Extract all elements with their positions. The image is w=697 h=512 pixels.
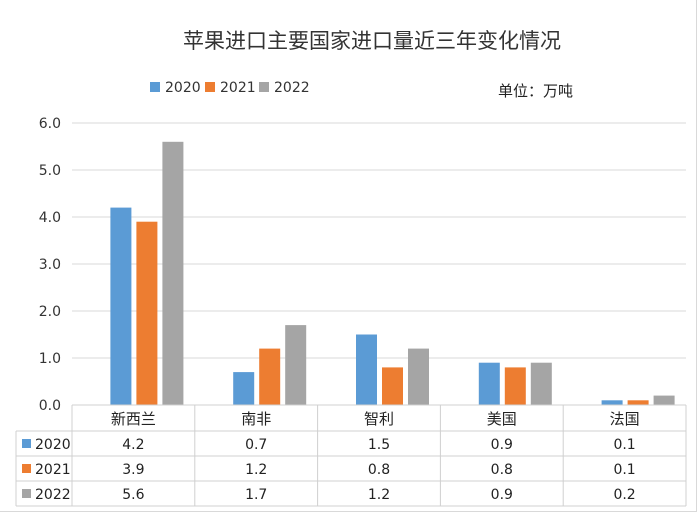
category-label: 智利 bbox=[364, 410, 394, 428]
y-tick-label: 6.0 bbox=[39, 116, 61, 132]
table-cell: 0.1 bbox=[613, 462, 635, 478]
table-cell: 1.2 bbox=[368, 487, 390, 503]
category-label: 新西兰 bbox=[111, 410, 156, 428]
y-tick-label: 3.0 bbox=[39, 257, 61, 273]
category-label: 法国 bbox=[610, 410, 640, 428]
table-cell: 0.8 bbox=[491, 462, 513, 478]
y-axis: 0.0 1.0 2.0 3.0 4.0 5.0 6.0 bbox=[39, 116, 61, 414]
row-swatch-2020 bbox=[22, 439, 31, 448]
row-label-2020: 2020 bbox=[35, 437, 71, 453]
bar-2020-2 bbox=[356, 334, 377, 405]
bar-2020-3 bbox=[478, 362, 500, 405]
y-tick-label: 5.0 bbox=[39, 163, 61, 179]
legend-swatch-2020 bbox=[150, 82, 160, 92]
bar-2022-0 bbox=[162, 141, 184, 406]
bar-2022-3 bbox=[530, 362, 552, 405]
bar-2020-4 bbox=[601, 400, 623, 405]
bar-2022-4 bbox=[653, 395, 675, 405]
bar-2021-4 bbox=[627, 400, 649, 405]
y-tick-label: 2.0 bbox=[39, 304, 61, 320]
category-label: 南非 bbox=[241, 410, 271, 428]
bar-2022-1 bbox=[285, 325, 307, 405]
bar-2020-0 bbox=[110, 207, 132, 405]
bars bbox=[110, 141, 675, 406]
legend-swatch-2021 bbox=[205, 82, 215, 92]
table-cell: 1.2 bbox=[245, 462, 267, 478]
legend: 2020 2021 2022 bbox=[150, 80, 310, 96]
table-cell: 0.2 bbox=[613, 487, 635, 503]
table-cell: 0.7 bbox=[245, 437, 267, 453]
bar-2021-2 bbox=[382, 367, 403, 405]
data-table: 新西兰 南非 智利 美国 法国 2020 4.2 0.7 1.5 0.9 0.1 2021 3.9 1.2… bbox=[15, 404, 687, 507]
y-tick-label: 1.0 bbox=[39, 351, 61, 367]
table-cell: 4.2 bbox=[122, 437, 144, 453]
y-tick-label: 0.0 bbox=[39, 398, 61, 414]
row-swatch-2022 bbox=[22, 489, 31, 498]
table-cell: 5.6 bbox=[122, 487, 144, 503]
table-cell: 0.9 bbox=[491, 437, 513, 453]
y-tick-label: 4.0 bbox=[39, 210, 61, 226]
legend-label-2020: 2020 bbox=[165, 80, 201, 96]
row-label-2022: 2022 bbox=[35, 487, 71, 503]
table-cell: 1.5 bbox=[368, 437, 390, 453]
legend-label-2022: 2022 bbox=[274, 80, 310, 96]
category-label: 美国 bbox=[487, 410, 517, 428]
legend-swatch-2022 bbox=[259, 82, 269, 92]
chart-title: 苹果进口主要国家进口量近三年变化情况 bbox=[183, 29, 561, 53]
row-label-2021: 2021 bbox=[35, 462, 71, 478]
bar-2021-1 bbox=[259, 348, 281, 405]
table-cell: 3.9 bbox=[122, 462, 144, 478]
unit-label: 单位：万吨 bbox=[498, 82, 573, 100]
bar-2022-2 bbox=[408, 348, 429, 405]
table-cell: 0.1 bbox=[613, 437, 635, 453]
legend-label-2021: 2021 bbox=[220, 80, 256, 96]
bar-2021-0 bbox=[136, 221, 158, 405]
bar-2021-3 bbox=[504, 367, 526, 405]
table-cell: 0.9 bbox=[491, 487, 513, 503]
row-swatch-2021 bbox=[22, 464, 31, 473]
table-cell: 1.7 bbox=[245, 487, 267, 503]
bar-2020-1 bbox=[233, 372, 255, 405]
table-cell: 0.8 bbox=[368, 462, 390, 478]
